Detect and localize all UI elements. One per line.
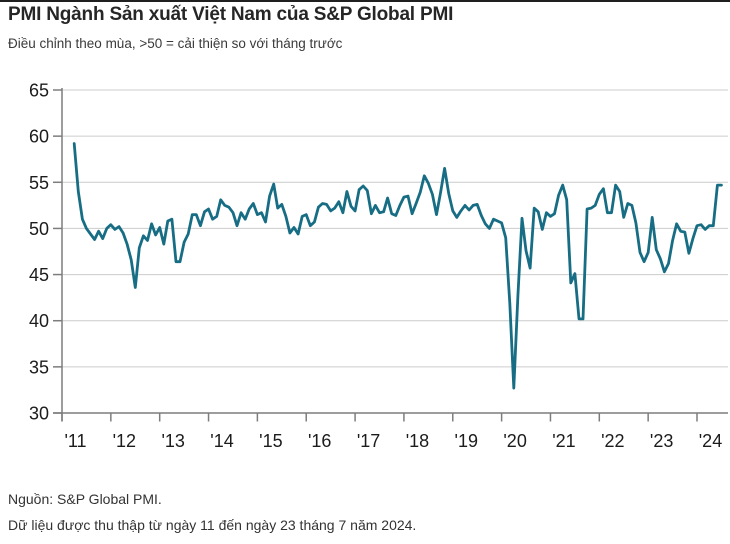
y-axis-label: 45 <box>29 265 49 285</box>
y-axis-label: 65 <box>29 81 49 101</box>
x-axis-label: '12 <box>113 431 136 451</box>
x-axis-label: '13 <box>161 431 184 451</box>
pmi-line <box>72 142 723 390</box>
y-axis-labels: 65 60 55 50 45 40 35 30 <box>29 81 49 424</box>
top-border-rule <box>0 0 730 2</box>
y-axis-label: 30 <box>29 404 49 424</box>
chart-footer: Nguồn: S&P Global PMI. Dữ liệu được thu … <box>8 486 416 538</box>
collection-note: Dữ liệu được thu thập từ ngày 11 đến ngà… <box>8 517 417 533</box>
x-axis-label: '17 <box>357 431 380 451</box>
x-axis-label: '22 <box>601 431 624 451</box>
y-axis-label: 40 <box>29 311 49 331</box>
x-axis-label: '15 <box>259 431 282 451</box>
x-axis-label: '14 <box>210 431 233 451</box>
source-note: Nguồn: S&P Global PMI. <box>8 491 162 507</box>
x-axis-label: '18 <box>406 431 429 451</box>
chart-title: PMI Ngành Sản xuất Việt Nam của S&P Glob… <box>8 4 454 25</box>
x-axis-label: '24 <box>699 431 722 451</box>
y-axis-label: 60 <box>29 127 49 147</box>
y-axis-label: 35 <box>29 357 49 377</box>
y-axis-label: 55 <box>29 173 49 193</box>
axes <box>53 88 728 422</box>
x-axis-label: '20 <box>503 431 526 451</box>
x-axis-labels: '11 '12 '13 '14 '15 '16 '17 '18 '19 '20 '21 '22 '23 '… <box>64 431 722 451</box>
pmi-series-line <box>72 142 723 390</box>
chart-subtitle: Điều chỉnh theo mùa, >50 = cải thiện so … <box>8 36 343 51</box>
x-axis-label: '11 <box>64 431 86 451</box>
x-axis-label: '16 <box>308 431 331 451</box>
x-axis-label: '23 <box>650 431 673 451</box>
x-axis-label: '19 <box>455 431 478 451</box>
gridlines <box>62 89 728 368</box>
x-axis-label: '21 <box>552 431 575 451</box>
y-axis-label: 50 <box>29 219 49 239</box>
